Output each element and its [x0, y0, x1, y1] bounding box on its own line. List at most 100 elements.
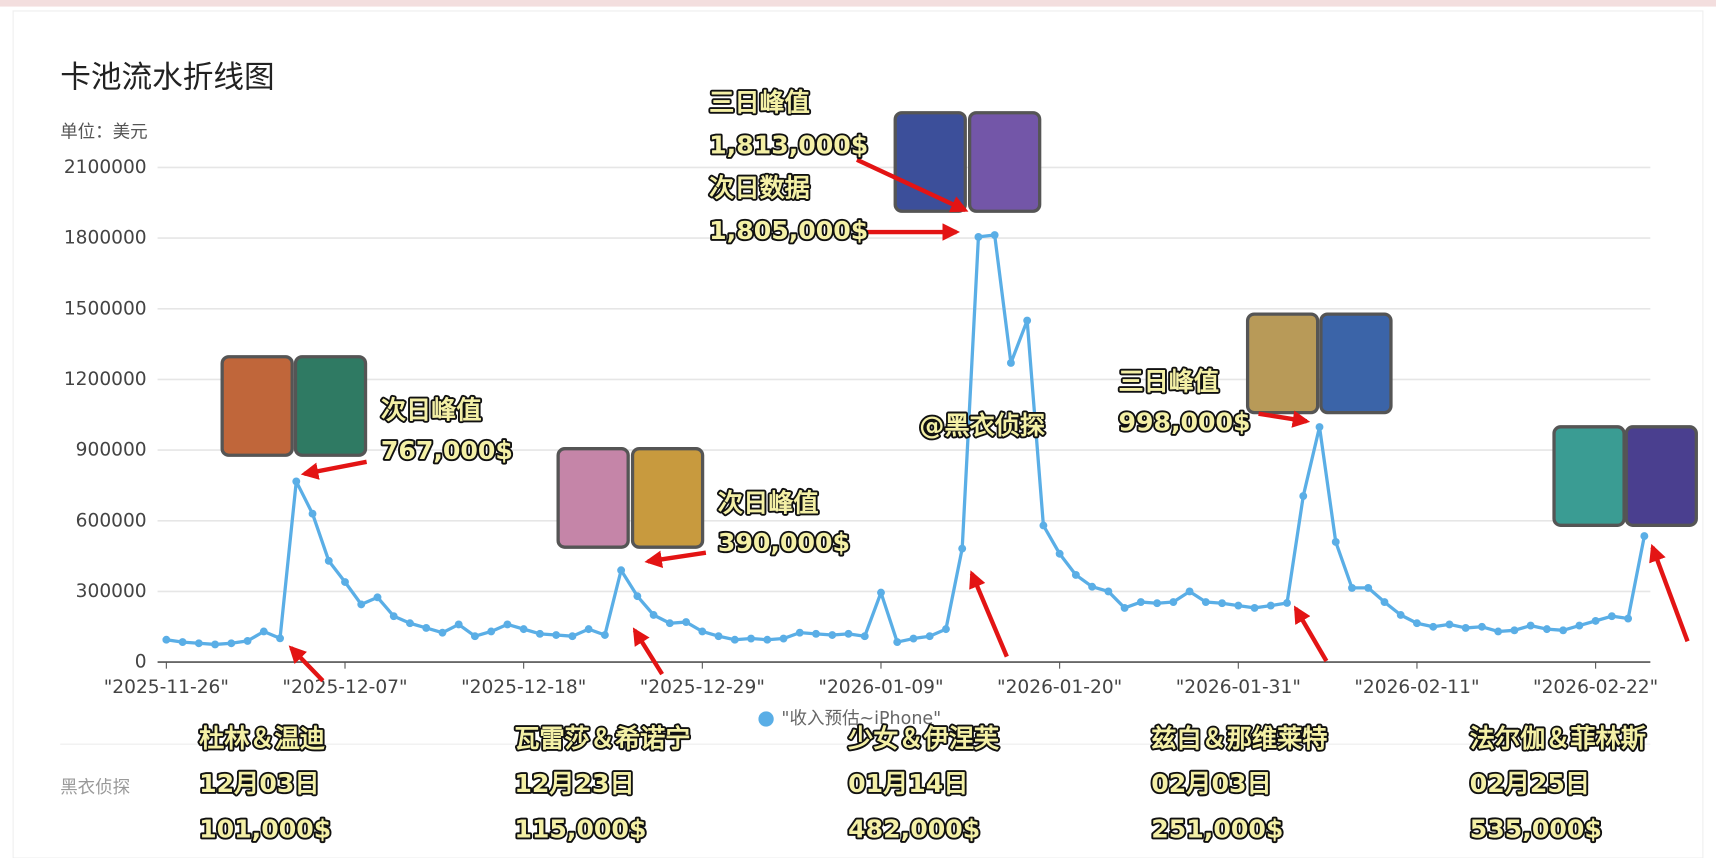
- data-point: [1104, 587, 1113, 596]
- data-point: [438, 628, 447, 637]
- arrows: [288, 157, 1690, 683]
- banner-revenue: 251,000$: [1151, 815, 1283, 844]
- data-point: [617, 566, 626, 575]
- annotation: @黑衣侦探: [919, 411, 1046, 440]
- data-point: [211, 640, 220, 649]
- x-tick-label: "2025-12-07": [282, 677, 407, 698]
- arrow: [855, 157, 969, 213]
- data-point: [1299, 492, 1308, 500]
- data-point: [389, 612, 398, 621]
- data-point: [1429, 622, 1438, 631]
- data-point: [1088, 582, 1097, 591]
- x-tick-label: "2025-12-29": [640, 677, 765, 698]
- arrow: [1293, 605, 1329, 663]
- y-tick-label: 1800000: [64, 228, 147, 249]
- y-tick-label: 600000: [76, 510, 147, 531]
- data-point: [730, 635, 739, 644]
- data-point: [860, 632, 869, 641]
- data-point: [1591, 616, 1600, 625]
- data-point: [1120, 603, 1129, 612]
- x-tick-label: "2026-01-31": [1176, 677, 1301, 698]
- data-point: [422, 624, 431, 632]
- data-point: [844, 629, 853, 638]
- data-point: [1331, 538, 1340, 546]
- data-point: [665, 619, 674, 628]
- annotation: 次日数据: [709, 173, 810, 202]
- x-tick-label: "2026-02-22": [1533, 677, 1658, 698]
- banner-revenue: 101,000$: [199, 815, 331, 844]
- chart-subtitle: 单位：美元: [60, 122, 147, 142]
- data-point: [373, 593, 382, 602]
- data-point: [1283, 599, 1291, 607]
- data-point: [1266, 601, 1275, 610]
- portrait: [1552, 425, 1626, 527]
- data-point: [1006, 359, 1015, 367]
- data-point: [812, 629, 820, 638]
- data-point: [795, 628, 804, 637]
- arrow: [969, 570, 1009, 658]
- data-point: [633, 592, 642, 601]
- data-point: [1396, 611, 1405, 619]
- portrait: [967, 111, 1042, 213]
- data-point: [990, 231, 999, 239]
- data-point: [454, 620, 463, 629]
- data-point: [828, 631, 837, 639]
- data-point: [1413, 619, 1421, 628]
- chart-title: 卡池流水折线图: [60, 60, 274, 95]
- y-tick-label: 900000: [76, 440, 147, 461]
- data-point: [747, 634, 755, 643]
- banner-characters: 法尔伽＆菲林斯: [1470, 724, 1646, 753]
- data-point: [909, 634, 918, 643]
- legend-marker: [758, 711, 774, 727]
- data-point: [535, 629, 544, 638]
- data-point: [1640, 532, 1649, 541]
- portraits: [220, 111, 1698, 549]
- arrow: [1649, 543, 1690, 643]
- data-point: [1348, 583, 1356, 592]
- data-point: [276, 634, 284, 643]
- x-tick-label: "2025-11-26": [104, 677, 229, 698]
- watermark: 黑衣侦探: [60, 778, 130, 798]
- data-point: [1201, 598, 1210, 606]
- data-point: [1315, 423, 1324, 431]
- data-point: [600, 631, 609, 639]
- data-point: [324, 556, 333, 565]
- portrait: [1624, 425, 1698, 527]
- data-point: [1575, 621, 1584, 630]
- data-point: [698, 627, 707, 636]
- annotation: 三日峰值: [709, 88, 810, 117]
- portrait: [1319, 312, 1393, 415]
- y-tick-label: 0: [135, 652, 147, 673]
- y-tick-label: 2100000: [64, 157, 147, 178]
- data-point: [357, 600, 366, 609]
- portrait: [893, 111, 967, 213]
- data-point: [406, 619, 414, 628]
- data-point: [1023, 316, 1032, 325]
- data-point: [1136, 598, 1145, 606]
- data-point: [584, 625, 593, 634]
- data-point: [1218, 599, 1226, 608]
- portrait: [1245, 312, 1320, 415]
- banner-revenue: 482,000$: [848, 815, 980, 844]
- data-point: [519, 625, 528, 634]
- data-point: [958, 544, 967, 553]
- data-point: [925, 632, 934, 641]
- data-point: [1039, 521, 1048, 530]
- banner-characters: 瓦雷莎＆希诺宁: [514, 724, 690, 753]
- data-point: [1234, 601, 1243, 610]
- banner-characters: 杜林＆温迪: [199, 724, 325, 753]
- x-tick-label: "2026-02-11": [1354, 677, 1479, 698]
- data-point: [243, 636, 252, 645]
- data-point: [552, 631, 561, 639]
- data-point: [974, 232, 983, 241]
- portrait: [556, 447, 630, 549]
- data-point: [194, 639, 203, 648]
- top-strip: [0, 0, 1716, 7]
- data-point: [649, 611, 658, 619]
- annotation: 1,813,000$: [709, 131, 868, 160]
- data-point: [1055, 549, 1064, 558]
- data-point: [1624, 614, 1633, 623]
- data-point: [227, 639, 236, 648]
- annotation: 390,000$: [718, 528, 850, 557]
- annotation: 767,000$: [381, 436, 513, 465]
